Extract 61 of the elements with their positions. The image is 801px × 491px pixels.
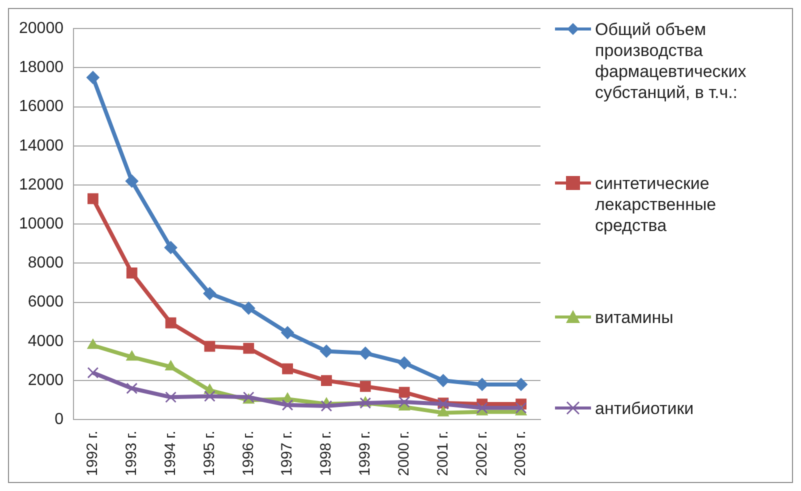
y-tick-label: 2000 xyxy=(28,372,64,389)
y-tick-label: 16000 xyxy=(18,98,64,116)
x-tick-label: 2001 г. xyxy=(434,430,452,476)
point xyxy=(126,268,138,278)
point xyxy=(164,241,178,254)
y-tick-label: 6000 xyxy=(28,294,64,311)
y-tick-label: 18000 xyxy=(18,59,64,76)
point xyxy=(126,382,138,394)
y-tick-label: 20000 xyxy=(18,20,64,38)
x-tick-label: 1992 г. xyxy=(84,430,102,476)
point xyxy=(165,317,176,328)
point xyxy=(281,326,294,340)
y-tick-label: 0 xyxy=(54,411,64,428)
point xyxy=(86,70,100,84)
point xyxy=(203,287,216,300)
point xyxy=(165,360,176,370)
point xyxy=(476,378,489,391)
y-tick-label: 10000 xyxy=(18,216,64,233)
x-tick-label: 1998 г. xyxy=(318,430,335,476)
point xyxy=(243,342,254,354)
legend-label: синтетические лекарственные средства xyxy=(595,173,718,236)
point xyxy=(514,378,528,391)
point xyxy=(88,193,98,204)
point xyxy=(125,174,138,188)
x-tick-label: 1997 г. xyxy=(278,430,296,476)
point xyxy=(126,350,138,361)
x-tick-label: 1995 г. xyxy=(200,430,218,476)
legend-label: витамины xyxy=(595,306,674,328)
x-tick-label: 1996 г. xyxy=(240,430,257,476)
point xyxy=(87,367,99,378)
point xyxy=(438,406,449,416)
point xyxy=(398,396,410,408)
point xyxy=(321,375,332,386)
y-tick-label: 4000 xyxy=(28,332,64,350)
point xyxy=(282,363,293,374)
point xyxy=(436,374,450,388)
point xyxy=(398,356,411,370)
point xyxy=(320,400,332,412)
y-tick-label: 12000 xyxy=(18,176,64,194)
legend-label: антибиотики xyxy=(595,398,695,419)
x-tick-label: 1994 г. xyxy=(162,430,179,476)
x-tick-label: 1993 г. xyxy=(123,430,140,476)
x-tick-label: 1999 г. xyxy=(356,430,374,476)
point xyxy=(360,380,371,392)
point xyxy=(515,402,527,414)
x-tick-label: 2000 г. xyxy=(395,430,412,476)
point xyxy=(242,302,256,315)
x-tick-label: 2002 г. xyxy=(473,430,490,476)
point xyxy=(204,390,216,402)
point xyxy=(320,344,333,358)
y-tick-label: 8000 xyxy=(28,254,64,272)
y-tick-label: 14000 xyxy=(18,137,64,154)
point xyxy=(358,346,372,360)
point xyxy=(87,338,99,349)
legend-label: Общий объем производства фармацевтических субстанций, в т.ч.: xyxy=(595,19,748,103)
point xyxy=(165,391,176,403)
x-tick-label: 2003 г. xyxy=(512,430,530,476)
point xyxy=(398,386,410,398)
point xyxy=(476,402,488,414)
point xyxy=(282,399,294,411)
point xyxy=(204,340,216,352)
